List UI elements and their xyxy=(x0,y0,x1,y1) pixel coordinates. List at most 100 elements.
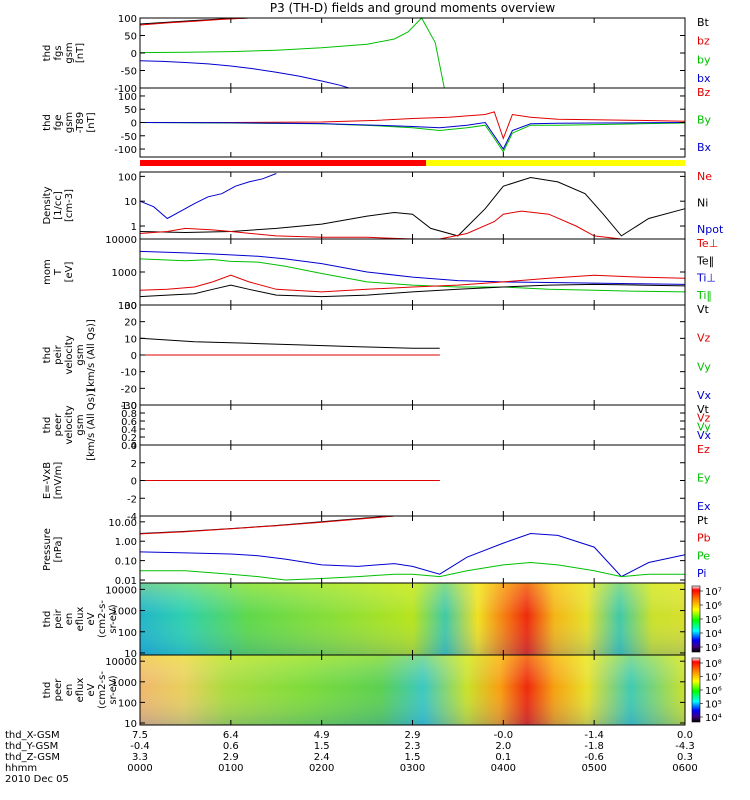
y-tick-label: 100 xyxy=(118,301,137,312)
colorbar-tick-label: 10⁸ xyxy=(705,659,722,670)
y-tick-label: 100 xyxy=(118,698,137,709)
y-tick-label: 0.2 xyxy=(121,433,137,444)
x-axis-row-label: thd_Y-GSM xyxy=(5,741,58,752)
legend-density: Npot xyxy=(697,223,724,236)
legend-temperature: Ti⊥ xyxy=(696,272,716,285)
y-axis-label: gsm xyxy=(64,42,75,63)
spectrogram-shade-peer_spec xyxy=(140,655,685,725)
date-label: 2010 Dec 05 xyxy=(5,774,69,785)
x-tick-label: 7.5 xyxy=(132,730,148,741)
y-axis-label: peir xyxy=(53,608,64,628)
panel-frame-density xyxy=(139,171,686,240)
y-axis-label: thd xyxy=(42,611,53,628)
mode-bar-slow xyxy=(426,160,685,166)
series-line-Pi xyxy=(139,532,686,578)
x-tick-label: -1.8 xyxy=(584,741,604,752)
y-tick-label: 0 xyxy=(131,351,137,362)
y-tick-label: 20 xyxy=(124,318,137,329)
x-tick-label: -0.0 xyxy=(494,730,514,741)
y-axis-label: Density xyxy=(42,186,53,224)
series-line-Ti‖ xyxy=(139,258,686,293)
y-tick-label: 2 xyxy=(131,459,137,470)
y-axis-label: mom xyxy=(42,259,53,285)
x-tick-label: 0500 xyxy=(581,763,606,774)
series-line-bx xyxy=(139,60,350,89)
x-tick-label: 0600 xyxy=(672,763,697,774)
y-tick-label: 4 xyxy=(131,441,137,452)
y-tick-label: 10 xyxy=(124,334,137,345)
y-tick-label: 50 xyxy=(124,32,137,43)
y-axis-label: [nPa] xyxy=(53,536,64,562)
colorbar-peer_spec xyxy=(691,657,701,723)
mode-bar-fast xyxy=(140,160,427,166)
x-tick-label: -0.4 xyxy=(130,741,150,752)
y-axis-label: [km/s (All Qs)] xyxy=(86,319,97,391)
y-tick-label: 10.00 xyxy=(108,518,137,529)
y-axis-label: eflux xyxy=(75,607,86,632)
spectrogram-shade-peir_spec xyxy=(140,583,685,655)
colorbar-peir_spec xyxy=(691,585,701,653)
legend-pressure: Pt xyxy=(697,514,709,527)
legend-fgs: bx xyxy=(697,72,711,85)
series-line-Te‖ xyxy=(139,283,686,298)
y-tick-label: 1 xyxy=(131,222,137,233)
y-axis-label: gsm xyxy=(75,414,86,435)
x-tick-label: 0.3 xyxy=(677,752,693,763)
colorbar-tick-label: 10⁴ xyxy=(705,713,722,724)
x-tick-label: 0000 xyxy=(127,763,152,774)
colorbar-tick-label: 10⁵ xyxy=(705,700,722,711)
y-tick-label: -50 xyxy=(121,132,137,143)
y-axis-label: (cm2-s- xyxy=(97,600,108,638)
series-line-Ti⊥ xyxy=(139,250,686,285)
y-tick-label: 1000 xyxy=(112,268,137,279)
y-tick-label: -2 xyxy=(127,494,137,505)
legend-velocity_peer: Vz xyxy=(697,412,711,425)
x-axis-row-label: thd_X-GSM xyxy=(5,730,60,741)
x-tick-label: 1.5 xyxy=(405,752,421,763)
y-axis-label: [nT] xyxy=(86,112,97,132)
y-axis-label: eflux xyxy=(75,678,86,703)
x-tick-label: 0.6 xyxy=(223,741,239,752)
y-axis-label: sr-eV) xyxy=(108,604,119,633)
legend-density: Ne xyxy=(697,170,712,183)
x-axis-row-label: hhmm xyxy=(5,763,37,774)
y-axis-label: peir xyxy=(53,344,64,364)
series-line-Pb xyxy=(139,515,395,535)
panel-frame-temperature xyxy=(139,238,686,306)
x-tick-label: 0.1 xyxy=(495,752,511,763)
y-tick-label: -100 xyxy=(114,145,137,156)
series-line-Npot xyxy=(139,173,277,220)
x-tick-label: 1.5 xyxy=(314,741,330,752)
x-tick-label: 0400 xyxy=(491,763,516,774)
y-tick-label: 1.00 xyxy=(115,537,137,548)
y-tick-label: 100 xyxy=(118,172,137,183)
y-tick-label: 100 xyxy=(118,14,137,25)
legend-pressure: Pe xyxy=(697,549,710,562)
series-line-Bz xyxy=(140,111,686,140)
legend-efield: Ex xyxy=(697,500,711,513)
legend-temperature: Te⊥ xyxy=(696,237,718,250)
series-line-Te⊥ xyxy=(139,274,686,293)
y-tick-label: -20 xyxy=(121,384,137,395)
y-tick-label: 10000 xyxy=(105,235,137,246)
x-tick-label: 2.3 xyxy=(405,741,421,752)
y-tick-label: 0 xyxy=(131,119,137,130)
colorbar-tick-label: 10⁷ xyxy=(705,673,722,684)
y-axis-label: en xyxy=(64,684,75,697)
y-tick-label: 10 xyxy=(124,719,137,730)
x-tick-label: 2.4 xyxy=(314,752,330,763)
y-tick-label: 10000 xyxy=(105,657,137,668)
y-axis-label: thd xyxy=(42,114,53,131)
x-tick-label: 0200 xyxy=(309,763,334,774)
x-tick-label: 2.9 xyxy=(405,730,421,741)
y-tick-label: -30 xyxy=(121,401,137,412)
y-tick-label: 10 xyxy=(124,649,137,660)
y-tick-label: 100 xyxy=(118,628,137,639)
y-tick-label: 0.10 xyxy=(115,557,137,568)
panel-frame-velocity_peer xyxy=(139,404,686,446)
y-axis-label: peer xyxy=(53,678,64,702)
legend-pressure: Pi xyxy=(697,567,706,580)
y-axis-label: peer xyxy=(53,413,64,437)
series-line-bz xyxy=(139,17,250,26)
